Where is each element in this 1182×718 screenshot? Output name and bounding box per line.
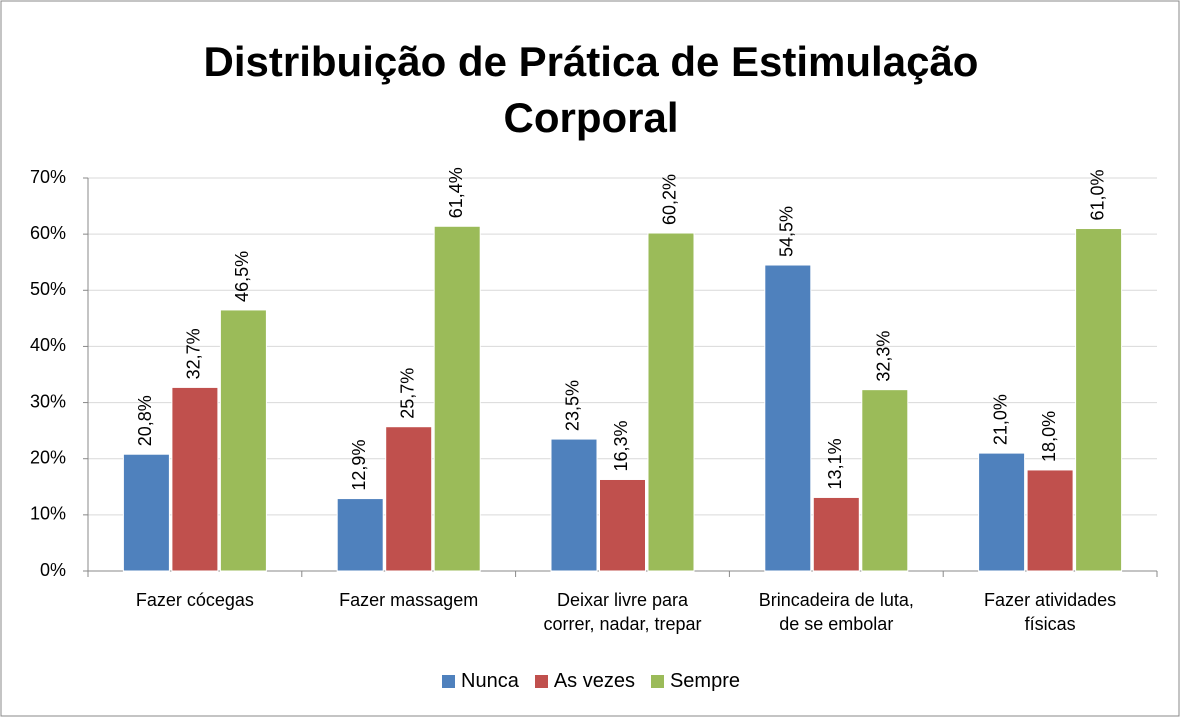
- value-label: 16,3%: [611, 420, 631, 471]
- y-tick-label: 0%: [40, 560, 66, 580]
- bar: [647, 232, 695, 572]
- legend-label: Nunca: [461, 670, 519, 692]
- y-tick-label: 40%: [30, 335, 66, 355]
- bar: [550, 438, 598, 572]
- value-label: 60,2%: [660, 174, 680, 225]
- legend-item: Nunca: [442, 670, 519, 693]
- x-tick-label: Brincadeira de luta, de se embolar: [758, 590, 914, 634]
- bar: [219, 309, 267, 572]
- legend-label: Sempre: [669, 670, 740, 692]
- chart-title: Distribuição de Prática de Estimulação C…: [203, 38, 979, 141]
- bar: [385, 426, 433, 572]
- value-label: 32,3%: [874, 331, 894, 382]
- bar: [1026, 469, 1074, 572]
- value-label: 61,0%: [1087, 169, 1107, 220]
- bar: [812, 496, 860, 572]
- value-label: 18,0%: [1039, 411, 1059, 462]
- bar: [978, 452, 1026, 572]
- legend-swatch: [534, 675, 548, 688]
- value-label: 13,1%: [825, 438, 845, 489]
- y-tick-label: 10%: [30, 504, 66, 524]
- value-label: 20,8%: [135, 395, 155, 446]
- y-tick-label: 70%: [30, 167, 66, 187]
- value-label: 54,5%: [777, 206, 797, 257]
- y-tick-label: 50%: [30, 279, 66, 299]
- value-label: 46,5%: [232, 251, 252, 302]
- legend-item: As vezes: [534, 670, 635, 693]
- value-label: 12,9%: [349, 440, 369, 491]
- legend-swatch: [442, 675, 455, 688]
- x-tick-label: Fazer atividades físicas: [984, 590, 1117, 634]
- bar: [433, 225, 481, 572]
- legend-item: Sempre: [650, 670, 740, 693]
- x-tick-label: Deixar livre para correr, nadar, trepar: [543, 590, 702, 634]
- x-tick-label: Fazer cócegas: [135, 590, 254, 610]
- bar: [336, 498, 384, 572]
- y-tick-label: 60%: [30, 223, 66, 243]
- bar: [764, 264, 812, 572]
- bar: [599, 478, 646, 572]
- value-label: 61,4%: [446, 167, 466, 218]
- x-tick-label: Fazer massagem: [339, 590, 479, 610]
- value-label: 23,5%: [563, 380, 583, 431]
- bar: [1075, 228, 1123, 572]
- value-label: 21,0%: [990, 394, 1010, 445]
- legend-label: As vezes: [553, 670, 635, 692]
- value-label: 32,7%: [184, 328, 204, 379]
- bar: [171, 386, 219, 572]
- legend: Nunca As vezes Sempre: [0, 670, 1182, 693]
- bar: [122, 453, 170, 572]
- value-label: 25,7%: [397, 368, 417, 419]
- y-tick-label: 20%: [30, 447, 66, 467]
- legend-swatch: [650, 675, 664, 688]
- bar: [861, 389, 909, 572]
- y-tick-label: 30%: [30, 391, 66, 411]
